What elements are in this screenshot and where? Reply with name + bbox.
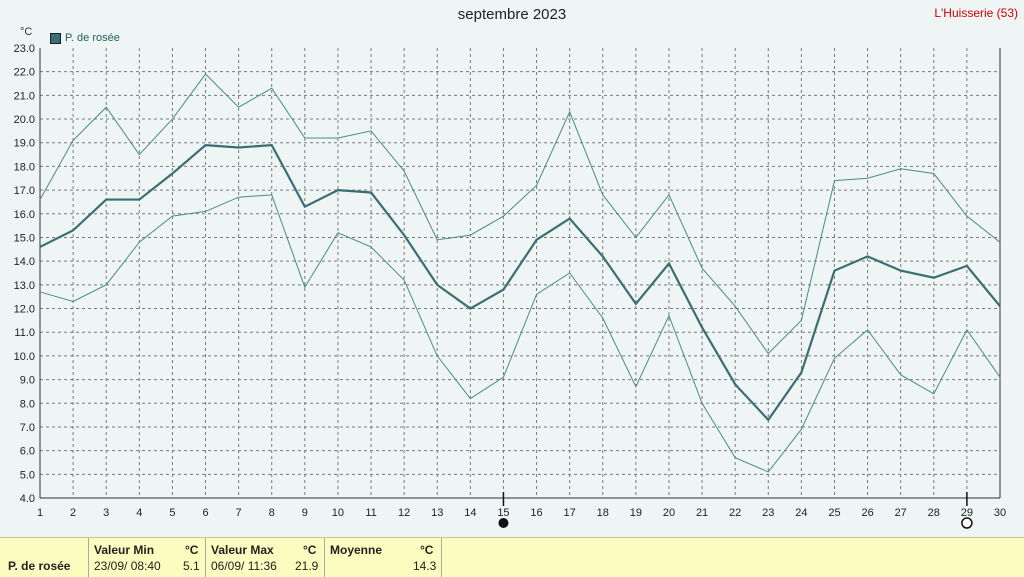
y-tick-label: 21.0 bbox=[14, 90, 35, 102]
x-tick-label: 25 bbox=[828, 507, 840, 519]
x-tick-label: 2 bbox=[70, 507, 76, 519]
y-axis-unit: °C bbox=[20, 26, 33, 38]
plot-area bbox=[40, 48, 1000, 498]
x-tick-label: 8 bbox=[269, 507, 275, 519]
x-tick-label: 5 bbox=[169, 507, 175, 519]
new-moon-icon bbox=[498, 518, 509, 528]
x-tick-label: 11 bbox=[365, 507, 376, 519]
series-line-max bbox=[39, 73, 1001, 355]
y-tick-label: 14.0 bbox=[14, 256, 35, 268]
y-tick-label: 19.0 bbox=[14, 138, 35, 150]
legend-label: P. de rosée bbox=[65, 32, 120, 44]
y-tick-label: 10.0 bbox=[14, 351, 35, 363]
stats-max-header: Valeur Max bbox=[211, 543, 274, 557]
stats-avg-value: 14.3 bbox=[413, 559, 437, 573]
x-tick-label: 16 bbox=[530, 507, 542, 519]
x-tick-label: 3 bbox=[103, 507, 109, 519]
stats-avg-header: Moyenne bbox=[330, 543, 383, 557]
x-tick-label: 20 bbox=[663, 507, 675, 519]
x-tick-label: 10 bbox=[332, 507, 344, 519]
x-tick-label: 4 bbox=[136, 507, 142, 519]
full-moon-icon bbox=[961, 517, 973, 529]
x-tick-label: 28 bbox=[928, 507, 940, 519]
x-tick-label: 13 bbox=[431, 507, 443, 519]
chart-title: septembre 2023 bbox=[457, 6, 567, 23]
x-tick-label: 1 bbox=[37, 507, 43, 519]
x-tick-label: 29 bbox=[961, 507, 973, 519]
y-tick-label: 9.0 bbox=[20, 375, 35, 387]
legend: P. de rosée bbox=[50, 32, 120, 44]
legend-swatch bbox=[50, 32, 61, 44]
y-tick-label: 11.0 bbox=[14, 327, 35, 339]
series-line-min bbox=[39, 194, 1001, 473]
y-tick-label: 5.0 bbox=[20, 469, 35, 481]
stats-min-time: 23/09/ 08:40 bbox=[94, 559, 161, 573]
x-tick-label: 21 bbox=[696, 507, 708, 519]
x-tick-label: 24 bbox=[795, 507, 807, 519]
y-tick-label: 18.0 bbox=[14, 161, 35, 173]
stats-min-unit: °C bbox=[185, 543, 199, 557]
x-tick-label: 22 bbox=[729, 507, 741, 519]
y-tick-label: 13.0 bbox=[14, 280, 35, 292]
stats-max-cell: Valeur Max °C 06/09/ 11:36 21.9 bbox=[206, 538, 325, 577]
y-tick-label: 20.0 bbox=[14, 114, 35, 126]
y-tick-label: 22.0 bbox=[14, 67, 35, 79]
stats-min-cell: Valeur Min °C 23/09/ 08:40 5.1 bbox=[89, 538, 206, 577]
stats-avg-unit: °C bbox=[420, 543, 434, 557]
series-line-mean bbox=[39, 143, 1001, 422]
stats-table: P. de rosée Valeur Min °C 23/09/ 08:40 5… bbox=[0, 537, 1024, 577]
x-tick-label: 14 bbox=[464, 507, 476, 519]
y-tick-label: 8.0 bbox=[20, 398, 35, 410]
x-tick-label: 17 bbox=[564, 507, 576, 519]
x-tick-label: 27 bbox=[895, 507, 907, 519]
y-tick-label: 23.0 bbox=[14, 43, 35, 55]
stats-row-label-cell: P. de rosée bbox=[0, 538, 89, 577]
x-tick-label: 7 bbox=[236, 507, 242, 519]
y-tick-label: 6.0 bbox=[20, 446, 35, 458]
x-tick-label: 23 bbox=[762, 507, 774, 519]
stats-min-value: 5.1 bbox=[183, 559, 200, 573]
x-tick-label: 15 bbox=[497, 507, 509, 519]
dewpoint-chart: 4.05.06.07.08.09.010.011.012.013.014.015… bbox=[14, 43, 1006, 529]
x-tick-label: 26 bbox=[861, 507, 873, 519]
y-tick-label: 12.0 bbox=[14, 304, 35, 316]
stats-avg-cell: Moyenne °C 14.3 bbox=[325, 538, 442, 577]
x-tick-label: 30 bbox=[994, 507, 1006, 519]
x-tick-label: 19 bbox=[630, 507, 642, 519]
stats-max-unit: °C bbox=[303, 543, 317, 557]
x-tick-label: 6 bbox=[202, 507, 208, 519]
x-tick-label: 12 bbox=[398, 507, 410, 519]
x-tick-label: 9 bbox=[302, 507, 308, 519]
stats-row-label: P. de rosée bbox=[8, 559, 71, 573]
y-tick-label: 16.0 bbox=[14, 209, 35, 221]
stats-min-header: Valeur Min bbox=[94, 543, 155, 557]
station-name: L'Huisserie (53) bbox=[934, 6, 1018, 20]
stats-max-time: 06/09/ 11:36 bbox=[211, 559, 277, 573]
y-tick-label: 4.0 bbox=[20, 493, 35, 505]
y-tick-label: 7.0 bbox=[20, 422, 35, 434]
stats-max-value: 21.9 bbox=[295, 559, 319, 573]
y-tick-label: 15.0 bbox=[14, 232, 35, 244]
y-tick-label: 17.0 bbox=[14, 185, 35, 197]
x-tick-label: 18 bbox=[597, 507, 609, 519]
